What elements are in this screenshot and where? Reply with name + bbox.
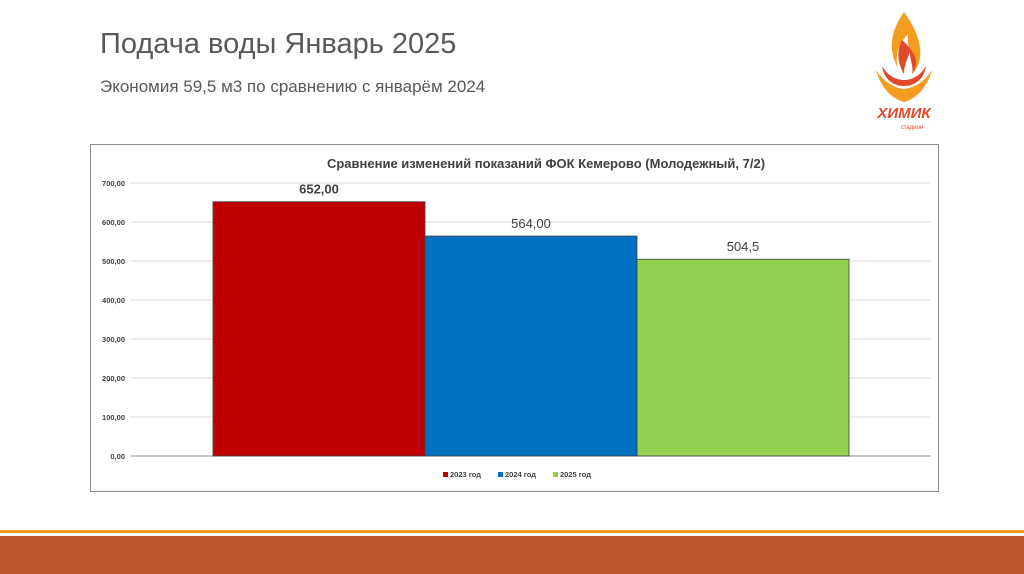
- logo-text: ХИМИК: [876, 105, 932, 122]
- y-tick-label: 0,00: [110, 452, 125, 461]
- slide-subtitle: Экономия 59,5 м3 по сравнению с январём …: [100, 77, 486, 96]
- slide-title: Подача воды Январь 2025: [100, 28, 457, 60]
- y-tick-label: 300,00: [102, 335, 125, 344]
- chart-title: Сравнение изменений показаний ФОК Кемеро…: [327, 156, 765, 171]
- y-tick-label: 600,00: [102, 218, 125, 227]
- y-tick-label: 200,00: [102, 374, 125, 383]
- footer-bar: [0, 536, 1024, 574]
- y-tick-label: 100,00: [102, 413, 125, 422]
- data-label: 504,5: [727, 239, 760, 254]
- footer-accent-line: [0, 530, 1024, 533]
- bar: [212, 201, 426, 457]
- legend-swatch: [443, 472, 448, 477]
- flame-icon: [876, 12, 932, 102]
- legend-swatch: [553, 472, 558, 477]
- legend-swatch: [498, 472, 503, 477]
- khimik-logo: ХИМИК стадион: [876, 12, 932, 131]
- legend-label: 2025 год: [560, 470, 591, 479]
- y-tick-label: 500,00: [102, 257, 125, 266]
- chart-frame: Сравнение изменений показаний ФОК Кемеро…: [90, 144, 939, 492]
- logo-subtext: стадион: [901, 125, 924, 131]
- y-tick-label: 700,00: [102, 179, 125, 188]
- bar: [636, 258, 850, 457]
- data-label: 564,00: [511, 216, 551, 231]
- legend-label: 2023 год: [450, 470, 481, 479]
- bar: [424, 235, 638, 457]
- data-label: 652,00: [299, 182, 339, 197]
- bar-chart: Сравнение изменений показаний ФОК Кемеро…: [102, 156, 931, 479]
- y-tick-label: 400,00: [102, 296, 125, 305]
- legend-label: 2024 год: [505, 470, 536, 479]
